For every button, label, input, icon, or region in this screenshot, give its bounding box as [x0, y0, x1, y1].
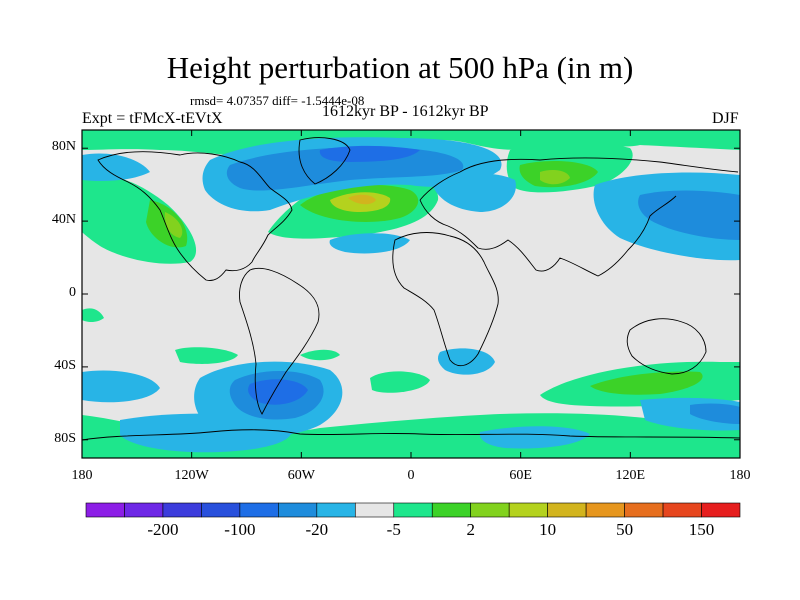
coastline-europe-asia	[419, 157, 739, 277]
colorbar-label: 150	[688, 520, 715, 539]
anomaly-region-positive	[590, 371, 703, 395]
longitude-label: 0	[407, 468, 415, 483]
anomaly-region-negative	[437, 348, 495, 375]
anomaly-region-negative	[690, 403, 740, 424]
anomaly-region-negative	[638, 190, 740, 240]
colorbar-label: -200	[147, 520, 179, 539]
period-label: 1612kyr BP - 1612kyr BP	[322, 103, 489, 120]
anomaly-region-negative	[82, 153, 150, 182]
colorbar-swatch	[124, 502, 164, 518]
longitude-label: 120W	[174, 468, 209, 483]
height-anomaly-field	[82, 130, 740, 458]
anomaly-region-positive	[175, 347, 238, 364]
anomaly-region-positive	[370, 371, 430, 393]
colorbar-swatch	[201, 502, 241, 518]
anomaly-region-negative	[430, 172, 516, 212]
anomaly-region-negative	[82, 370, 160, 403]
colorbar-label: -5	[386, 520, 401, 539]
colorbar	[85, 502, 741, 518]
colorbar-swatch	[316, 502, 356, 518]
stats-text: rmsd= 4.07357 diff= -1.5444e-08	[190, 93, 365, 108]
coastline-south-america	[239, 267, 320, 415]
latitude-label: 80S	[54, 430, 76, 446]
anomaly-region-positive	[348, 194, 376, 205]
coastline-australia	[626, 318, 707, 375]
season-label: DJF	[712, 110, 739, 127]
coastline-north-america	[97, 151, 293, 281]
colorbar-label: -100	[224, 520, 256, 539]
coastline-africa	[392, 232, 499, 367]
colorbar-swatch	[278, 502, 318, 518]
colorbar-swatch	[662, 502, 702, 518]
colorbar-swatch	[701, 502, 741, 518]
colorbar-swatch	[393, 502, 433, 518]
colorbar-swatch	[354, 502, 395, 518]
colorbar-swatch	[162, 502, 202, 518]
colorbar-swatch	[239, 502, 279, 518]
axis-ticks	[81, 130, 741, 458]
colorbar-swatch	[508, 502, 548, 518]
colorbar-swatch	[547, 502, 587, 518]
colorbar-swatch	[470, 502, 510, 518]
coastline-antarctica	[82, 429, 740, 441]
longitude-label: 180	[71, 468, 93, 483]
anomaly-region-negative	[120, 413, 292, 453]
latitude-label: 80N	[51, 139, 76, 155]
longitude-label: 60W	[287, 468, 315, 483]
latitude-label: 40S	[54, 357, 76, 373]
longitude-label: 180	[729, 468, 751, 483]
anomaly-region-negative	[248, 379, 308, 405]
anomaly-region-negative	[479, 426, 590, 449]
latitude-label: 0	[69, 285, 76, 300]
colorbar-label: 50	[616, 520, 634, 539]
longitude-label: 120E	[615, 468, 646, 483]
colorbar-swatch	[624, 502, 664, 518]
plot-title: Height perturbation at 500 hPa (in m)	[166, 50, 634, 85]
colorbar-swatch	[85, 502, 125, 518]
anomaly-region-positive	[82, 308, 104, 322]
colorbar-label: 10	[539, 520, 557, 539]
colorbar-label: 2	[466, 520, 475, 539]
experiment-label: Expt = tFMcX-tEVtX	[82, 110, 223, 127]
colorbar-swatch	[431, 502, 472, 518]
colorbar-swatch	[585, 502, 625, 518]
anomaly-region-negative	[319, 145, 420, 162]
anomaly-region-negative	[329, 233, 410, 254]
longitude-label: 60E	[509, 468, 532, 483]
anomaly-region-positive	[164, 212, 183, 238]
coastline-greenland	[298, 137, 351, 185]
anomaly-region-positive	[540, 170, 570, 185]
coastlines	[82, 137, 740, 441]
anomaly-region-negative	[226, 147, 464, 191]
anomaly-region-positive	[300, 349, 340, 361]
latitude-label: 40N	[51, 212, 76, 228]
colorbar-label: -20	[305, 520, 329, 539]
